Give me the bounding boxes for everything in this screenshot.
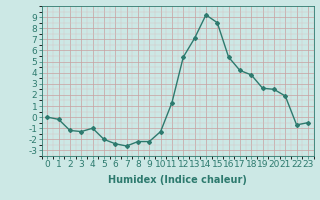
X-axis label: Humidex (Indice chaleur): Humidex (Indice chaleur): [108, 175, 247, 185]
